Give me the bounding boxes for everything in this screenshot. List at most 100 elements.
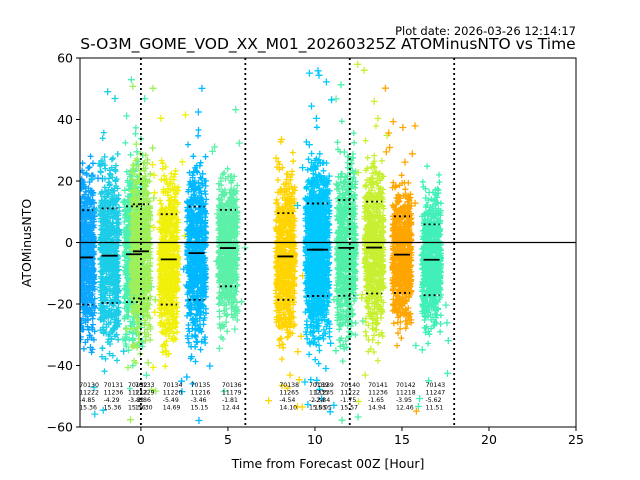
orbit-label-70140: 70140 11222 -1.75 15.57 (340, 382, 360, 412)
orbit-label-70142: 70142 11218 -3.95 12.46 (396, 382, 416, 412)
orbit-label-70141: 70141 11236 -1.65 14.94 (368, 382, 388, 412)
orbit-label-70132: 70132 11212 -3.82 15.56 (128, 382, 148, 412)
orbit-markers-70143 (412, 163, 452, 410)
orbit-label-line: 15.30 (135, 405, 153, 412)
orbit-label-line: -4.29 (104, 397, 120, 404)
orbit-label-line: 11235 (309, 390, 329, 397)
orbit-label-line: 15.57 (340, 405, 358, 412)
orbit-label-line: -4.54 (279, 397, 295, 404)
orbit-label-line: 70131 (104, 382, 124, 389)
orbit-label-line: 70142 (396, 382, 416, 389)
orbit-label-line: 70136 (222, 382, 242, 389)
orbit-markers-70139 (302, 67, 338, 409)
orbit-series-70139 (302, 67, 338, 409)
orbit-markers-70140 (330, 81, 367, 424)
orbit-label-line: 14.10 (279, 405, 297, 412)
overlay-lines (80, 58, 576, 427)
orbit-label-line: -1.75 (340, 397, 356, 404)
orbit-label-line: -2.34 (314, 397, 330, 404)
orbit-label-line: 15.36 (79, 405, 97, 412)
x-tick-label-0: 0 (137, 432, 145, 447)
axes: 0 5 10 15 20 25 −60 −40 −20 0 20 40 60 (47, 51, 584, 448)
orbit-label-line: -1.81 (222, 397, 238, 404)
orbit-label-line: 11.51 (426, 405, 444, 412)
orbit-label-70139: 70139 11235 -2.34 15.05 (309, 382, 329, 412)
orbit-label-line: -3.46 (191, 397, 207, 404)
orbit-label-line: 11216 (191, 390, 211, 397)
orbit-label-line: 70141 (368, 382, 388, 389)
orbit-label-70131: 70131 11236 -4.29 15.36 (104, 382, 124, 412)
orbit-markers-70138 (265, 135, 307, 411)
orbit-label-line: 11220 (163, 390, 183, 397)
orbit-series-70140 (330, 81, 367, 424)
orbit-series-70131 (88, 88, 128, 418)
orbit-label-line: 11218 (396, 390, 416, 397)
orbit-label-line: 70140 (340, 382, 360, 389)
orbit-label-70130: 70130 11222 -4.85 15.36 (79, 382, 99, 412)
orbit-label-70134: 70134 11220 -5.49 14.69 (163, 382, 183, 412)
orbit-label-line: 11222 (79, 390, 99, 397)
orbit-label-line: -4.85 (79, 397, 95, 404)
y-tick-label-20: 20 (57, 174, 73, 189)
orbit-label-line: 11247 (426, 390, 446, 397)
orbit-label-line: 11222 (340, 390, 360, 397)
x-tick-label-20: 20 (481, 432, 497, 447)
orbit-series-70136 (208, 106, 249, 395)
orbit-label-line: 11229 (135, 390, 155, 397)
orbit-label-line: 70139 (314, 382, 334, 389)
orbit-label-line: 11179 (222, 390, 242, 397)
orbit-label-line: -1.65 (368, 397, 384, 404)
orbit-label-line: 70135 (191, 382, 211, 389)
orbit-label-line: -5.49 (163, 397, 179, 404)
orbit-label-70135: 70135 11216 -3.46 15.15 (191, 382, 211, 412)
orbit-label-70139: 70139 11235 -2.34 15.05 (314, 382, 334, 412)
orbit-label-line: 70132 (128, 382, 148, 389)
orbit-label-line: 70130 (79, 382, 99, 389)
orbit-label-line: 70134 (163, 382, 183, 389)
orbit-label-70138: 70138 11265 -4.54 14.10 (279, 382, 299, 412)
y-tick-label-40: 40 (57, 112, 73, 127)
scatter-points (80, 60, 452, 424)
orbit-label-line: 14.69 (163, 405, 181, 412)
orbit-label-line: -3.95 (396, 397, 412, 404)
orbit-label-line: -5.62 (426, 397, 442, 404)
orbit-label-70143: 70143 11247 -5.62 11.51 (426, 382, 446, 412)
orbit-markers-70136 (208, 106, 249, 395)
y-axis-label: ATOMinusNTO (19, 199, 34, 288)
orbit-label-70133: 70133 11229 -2.86 15.30 (135, 382, 155, 412)
orbit-label-line: 70143 (426, 382, 446, 389)
y-tick-label--60: −60 (47, 420, 73, 435)
orbit-label-line: 15.36 (104, 405, 122, 412)
x-tick-label-15: 15 (394, 432, 410, 447)
y-tick-label-0: 0 (65, 235, 73, 250)
x-tick-label-10: 10 (307, 432, 323, 447)
x-tick-label-5: 5 (224, 432, 232, 447)
orbit-markers-70131 (88, 88, 128, 418)
x-axis-label: Time from Forecast 00Z [Hour] (231, 456, 425, 471)
orbit-series-70143 (412, 163, 452, 410)
y-tick-label--40: −40 (47, 358, 73, 373)
orbit-label-line: -2.86 (135, 397, 151, 404)
orbit-label-line: 14.94 (368, 405, 386, 412)
orbit-label-line: 70133 (135, 382, 155, 389)
orbit-label-line: 70138 (279, 382, 299, 389)
orbit-label-line: 11212 (128, 390, 148, 397)
orbit-label-line: 12.46 (396, 405, 414, 412)
orbit-label-line: 15.05 (314, 405, 332, 412)
orbit-label-line: 15.05 (309, 405, 327, 412)
orbit-label-70136: 70136 11179 -1.81 12.44 (222, 382, 242, 412)
x-tick-label-25: 25 (568, 432, 584, 447)
chart-title: S-O3M_GOME_VOD_XX_M01_20260325Z ATOMinus… (80, 35, 575, 54)
plot-date: Plot date: 2026-03-26 12:14:17 (395, 24, 576, 38)
y-tick-label-60: 60 (57, 51, 73, 66)
orbit-label-line: 11265 (279, 390, 299, 397)
orbit-label-line: 11236 (104, 390, 124, 397)
orbit-label-line: 11236 (368, 390, 388, 397)
orbit-label-line: 15.15 (191, 405, 209, 412)
orbit-label-line: 12.44 (222, 405, 240, 412)
y-tick-label--20: −20 (47, 297, 73, 312)
orbit-label-line: 11235 (314, 390, 334, 397)
orbit-label-line: -2.34 (309, 397, 325, 404)
